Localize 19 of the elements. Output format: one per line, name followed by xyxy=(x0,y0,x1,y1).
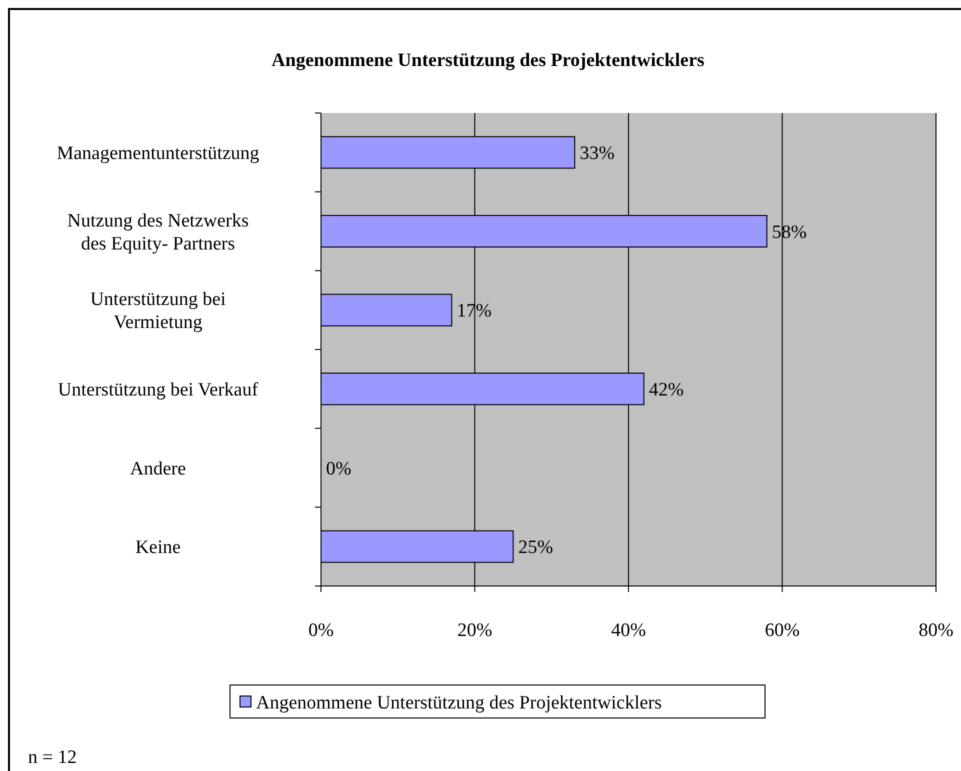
x-tick-label: 40% xyxy=(611,620,646,641)
data-label: 25% xyxy=(518,537,554,558)
x-tick-label: 20% xyxy=(457,620,492,641)
x-tick-label: 60% xyxy=(764,620,800,641)
text: n = 12 xyxy=(28,747,77,768)
y-tick-label: Andere xyxy=(130,458,186,480)
y-tick-label: Managementunterstützung xyxy=(56,143,260,164)
y-tick-label: Unterstützung bei Vermietung xyxy=(90,289,226,334)
y-tick-label: Unterstützung bei Verkauf xyxy=(58,380,259,401)
y-tick-label: Nutzung des Netzwerks des Equity- Partners xyxy=(67,210,249,254)
data-label: 42% xyxy=(648,380,684,401)
y-tick-label: Keine xyxy=(135,537,181,558)
chart-title: Angenommene Unterstützung des Projektentwicklers xyxy=(272,50,704,71)
data-label: 0% xyxy=(326,458,352,480)
x-tick-label: 80% xyxy=(918,620,954,641)
legend-label: Angenommene Unterstützung des Projektentwicklers xyxy=(256,692,662,714)
bar xyxy=(320,294,452,326)
x-tick-label: 0% xyxy=(308,620,334,641)
data-label: 33% xyxy=(580,143,615,164)
